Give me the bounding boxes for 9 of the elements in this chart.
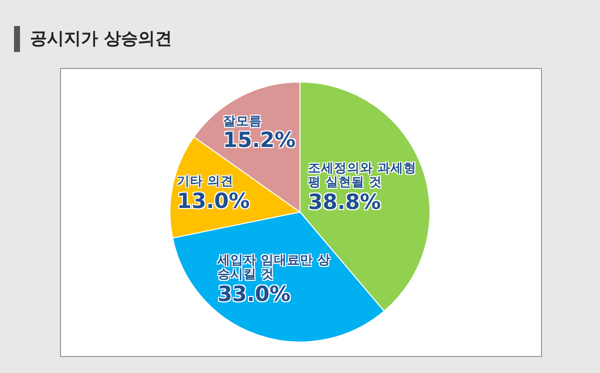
slice-label: 조세정의와 과세형평 실현될 것 <box>308 160 418 190</box>
data-label: 13.0% <box>176 188 250 213</box>
slice-label: 잘모름 <box>222 112 263 128</box>
data-label: 38.8% <box>308 190 382 214</box>
data-label: 33.0% <box>218 282 292 306</box>
data-label: 15.2% <box>222 128 296 152</box>
chart-title: 공시지가 상승의견 <box>14 26 172 52</box>
slice-label: 기타 의견 <box>176 173 234 189</box>
slice-label: 세입자 임대료만 상승시킬 것 <box>218 252 332 282</box>
